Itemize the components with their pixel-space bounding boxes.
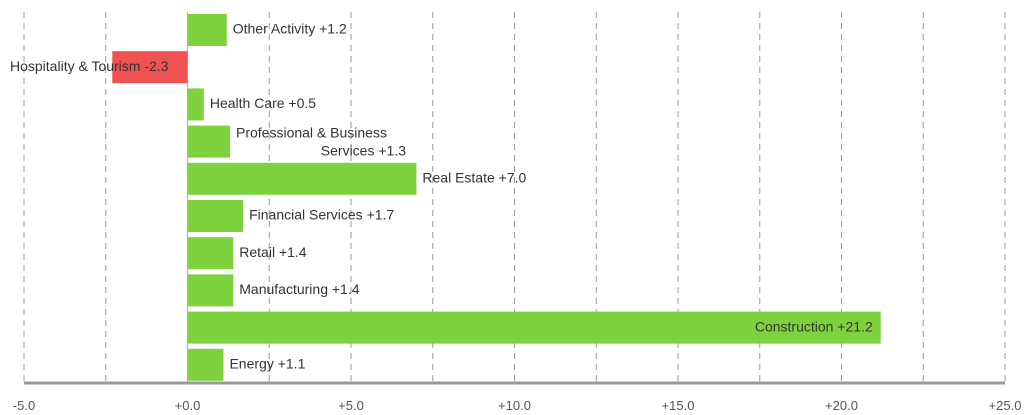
bar [187,274,234,307]
bar [187,14,227,46]
bar [187,200,244,232]
bar-label: Financial Services +1.7 [249,207,394,223]
x-tick-labels: -5.0 +0.0 +5.0 +10.0 +15.0 +20.0 +25.0 [13,398,1022,413]
bar-label: Manufacturing +1.4 [239,281,359,297]
bar-label: Retail +1.4 [239,244,307,260]
bar [112,51,188,84]
bar [187,125,231,158]
bar [187,162,417,195]
bar-label: Health Care +0.5 [210,95,316,111]
bar [187,88,204,121]
bar-label: Other Activity +1.2 [233,21,347,37]
bar [187,237,234,270]
x-tick-label: +20.0 [825,398,858,413]
bar-labels: Other Activity +1.2 Hospitality & Tourism… [10,21,873,372]
bar-label: Energy +1.1 [229,356,305,372]
bar-label: Professional & Business [236,125,387,141]
bar-label-line2: Services +1.3 [321,143,406,159]
x-tick-label: +0.0 [175,398,201,413]
bars [112,14,881,381]
bar [187,311,881,344]
bar-label: Real Estate +7.0 [422,170,526,186]
x-tick-label: +25.0 [989,398,1022,413]
x-tick-label: +5.0 [338,398,364,413]
x-tick-label: +15.0 [662,398,695,413]
bar-label: Construction +21.2 [755,318,873,334]
x-tick-label: -5.0 [13,398,35,413]
x-tick-label: +10.0 [498,398,531,413]
bar [187,348,224,381]
bar-label: Hospitality & Tourism -2.3 [10,58,169,74]
